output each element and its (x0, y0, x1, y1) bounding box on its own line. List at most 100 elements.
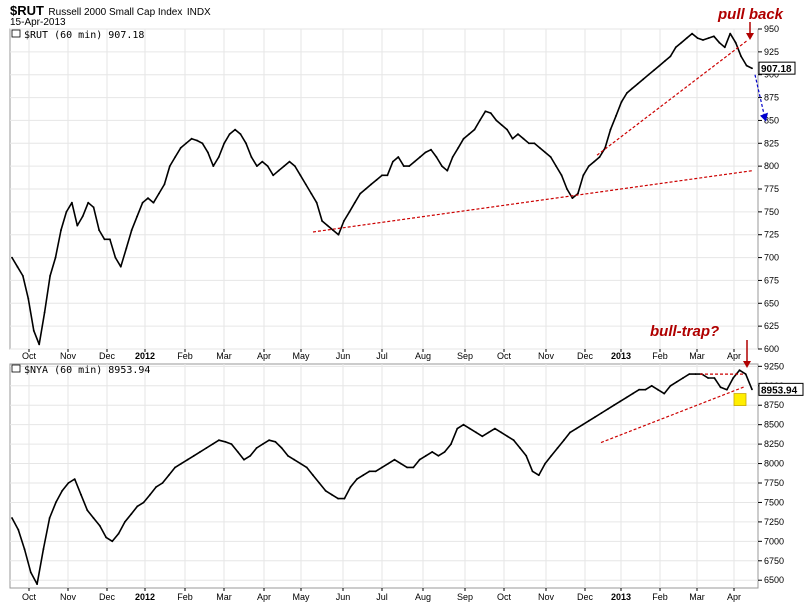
price-point (437, 454, 440, 457)
x-tick-label: Oct (22, 351, 37, 361)
price-point (563, 439, 565, 442)
y-tick-label: 8000 (764, 459, 784, 469)
price-point (487, 431, 490, 434)
price-point (155, 486, 158, 488)
price-point (638, 388, 640, 391)
price-point (533, 142, 536, 145)
price-point (92, 517, 95, 519)
price-point (450, 443, 452, 445)
symbol-label: $RUT (10, 3, 44, 18)
price-point (141, 201, 144, 204)
price-point (315, 201, 318, 204)
y-tick-label: 8250 (764, 439, 784, 449)
price-point (650, 384, 653, 387)
annotation-arrowhead (743, 361, 751, 368)
x-tick-label: 2013 (611, 592, 631, 602)
bull-trap-annotation: bull-trap? (650, 323, 719, 340)
price-point (186, 458, 189, 461)
price-point (330, 493, 333, 496)
x-tick-label: May (292, 351, 310, 361)
x-tick-label: Dec (577, 351, 594, 361)
price-point (55, 501, 57, 504)
rising-support-trendline (600, 385, 746, 444)
x-tick-label: Nov (60, 592, 77, 602)
price-point (544, 151, 547, 154)
price-point (531, 470, 534, 473)
price-point (293, 458, 296, 461)
price-point (287, 454, 289, 457)
price-point (544, 462, 546, 465)
y-tick-label: 750 (764, 207, 779, 217)
price-point (29, 571, 32, 574)
price-point (517, 133, 519, 136)
price-point (664, 60, 666, 62)
price-point (696, 37, 699, 39)
price-point (174, 156, 177, 158)
legend-swatch (11, 364, 21, 373)
x-tick-label: Mar (689, 592, 705, 602)
price-point (250, 156, 253, 158)
price-point (217, 156, 220, 158)
series-legend: $NYA (60 min) 8953.94 (24, 365, 150, 376)
price-point (230, 443, 233, 445)
price-point (511, 137, 514, 140)
price-point (190, 137, 193, 140)
last-value-label: 907.18 (761, 64, 792, 75)
price-point (125, 247, 128, 250)
x-tick-label: 2012 (135, 351, 155, 361)
price-point (136, 505, 139, 508)
x-tick-label: Oct (22, 592, 37, 602)
price-point (80, 493, 82, 496)
price-point (443, 451, 446, 453)
price-point (274, 440, 277, 443)
price-point (713, 35, 715, 38)
price-point (299, 174, 302, 177)
price-point (224, 440, 227, 443)
price-point (397, 156, 400, 158)
y-tick-label: 6750 (764, 556, 784, 566)
price-point (326, 224, 329, 227)
y-tick-label: 875 (764, 93, 779, 103)
y-tick-label: 925 (764, 47, 779, 57)
price-point (406, 466, 408, 469)
price-point (81, 215, 84, 218)
price-point (713, 377, 716, 379)
price-point (38, 343, 41, 346)
price-point (256, 165, 258, 168)
price-point (729, 32, 732, 35)
chart-header: $RUT Russell 2000 Small Cap Index INDX (10, 2, 211, 20)
price-point (631, 392, 634, 395)
x-tick-label: Jul (376, 592, 388, 602)
price-point (321, 220, 323, 222)
price-point (694, 373, 697, 375)
price-point (261, 443, 264, 445)
price-point (23, 548, 26, 550)
x-tick-label: Nov (538, 592, 555, 602)
y-tick-label: 700 (764, 253, 779, 263)
y-tick-label: 800 (764, 161, 779, 171)
price-point (142, 501, 145, 504)
x-tick-label: Dec (577, 592, 594, 602)
price-point (644, 388, 647, 391)
long-support-trendline (312, 170, 753, 233)
price-point (111, 540, 114, 543)
exchange-label: INDX (186, 7, 211, 18)
x-tick-label: Aug (415, 592, 431, 602)
price-point (392, 160, 394, 163)
chart-date: 15-Apr-2013 (10, 17, 66, 28)
price-point (211, 443, 214, 445)
price-point (199, 451, 202, 453)
price-point (109, 238, 111, 241)
price-point (506, 128, 508, 131)
price-point (304, 183, 307, 186)
price-point (136, 215, 139, 218)
price-point (318, 482, 321, 484)
price-point (353, 201, 356, 204)
price-point (581, 423, 584, 426)
price-point (408, 165, 411, 168)
price-point (268, 439, 270, 442)
legend-swatch (11, 29, 21, 38)
price-point (119, 265, 122, 268)
price-point (740, 55, 742, 58)
